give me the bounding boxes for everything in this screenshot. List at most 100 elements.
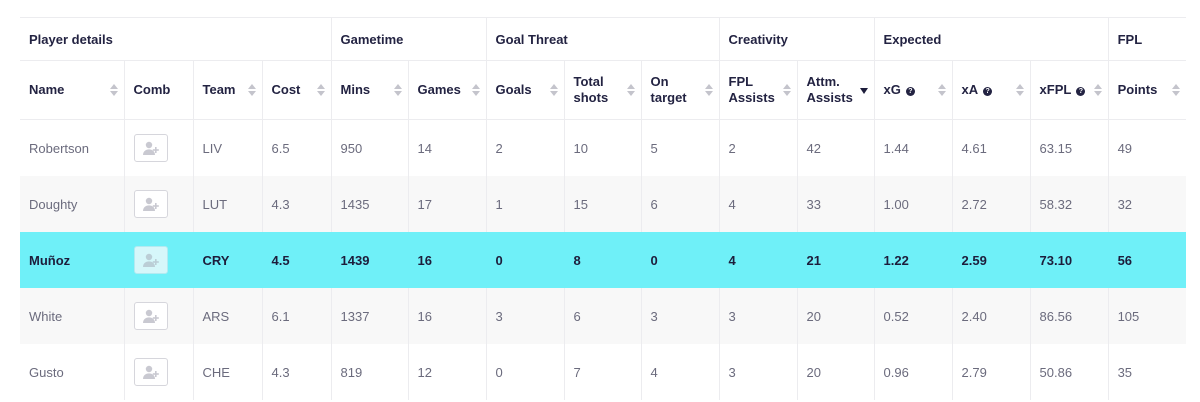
group-header-goal-threat: Goal Threat <box>486 17 720 61</box>
cell-name: Gusto <box>20 344 125 400</box>
cell-total-shots: 7 <box>564 344 642 400</box>
sort-icon[interactable] <box>782 83 791 97</box>
cell-name: Doughty <box>20 176 125 232</box>
cell-mins: 1439 <box>331 232 409 288</box>
sort-icon[interactable] <box>109 83 118 97</box>
add-to-comparison-button[interactable] <box>133 134 168 162</box>
cell-goals: 0 <box>486 344 565 400</box>
cell-on-target: 5 <box>641 119 720 176</box>
column-header-team[interactable]: Team <box>193 60 263 120</box>
cell-on-target: 3 <box>641 288 720 344</box>
group-header-creativity: Creativity <box>719 17 875 61</box>
cell-team: CRY <box>193 232 263 288</box>
cell-fpl-assists: 4 <box>719 176 798 232</box>
cell-on-target: 4 <box>641 344 720 400</box>
cell-attm-assists: 33 <box>797 176 875 232</box>
column-header-on-target[interactable]: On target <box>641 60 720 120</box>
cell-xa: 2.40 <box>952 288 1031 344</box>
sort-icon[interactable] <box>1172 83 1181 97</box>
column-header-points[interactable]: Points <box>1108 60 1187 120</box>
player-stats-table-wrap: Player details Gametime Goal Threat Creativ… <box>20 17 1187 400</box>
column-header-label: Mins <box>340 82 371 97</box>
column-header-xg[interactable]: xG? <box>874 60 953 120</box>
cell-goals: 3 <box>486 288 565 344</box>
column-header-label: xA <box>961 82 979 97</box>
cell-xfpl: 58.32 <box>1030 176 1109 232</box>
add-to-comparison-button[interactable] <box>133 358 168 386</box>
column-header-games[interactable]: Games <box>408 60 487 120</box>
column-header-xfpl[interactable]: xFPL? <box>1030 60 1109 120</box>
add-to-comparison-button[interactable] <box>133 302 168 330</box>
table-row[interactable]: Gusto CHE 4.3 819 12 0 7 4 3 20 0.96 2.79 50.86 35 <box>20 344 1186 400</box>
group-header-player-details: Player details <box>20 17 332 61</box>
cell-team: ARS <box>193 288 263 344</box>
cell-xg: 1.44 <box>874 119 953 176</box>
column-header-label: Cost <box>271 82 301 97</box>
column-header-name[interactable]: Name <box>20 60 125 120</box>
cell-comb <box>124 288 194 344</box>
sort-icon[interactable] <box>1015 83 1024 97</box>
column-header-xa[interactable]: xA? <box>952 60 1031 120</box>
add-user-icon <box>142 308 160 324</box>
cell-mins: 1435 <box>331 176 409 232</box>
cell-total-shots: 8 <box>564 232 642 288</box>
cell-points: 105 <box>1108 288 1187 344</box>
sort-desc-icon[interactable] <box>859 83 868 97</box>
column-header-attm-assists[interactable]: Attm. Assists <box>797 60 875 120</box>
cell-cost: 4.3 <box>262 176 332 232</box>
cell-xg: 0.52 <box>874 288 953 344</box>
help-icon[interactable]: ? <box>983 87 993 96</box>
cell-name: White <box>20 288 125 344</box>
add-user-icon <box>142 196 160 212</box>
column-header-mins[interactable]: Mins <box>331 60 409 120</box>
sort-icon[interactable] <box>1093 83 1102 97</box>
cell-fpl-assists: 3 <box>719 288 798 344</box>
table-row[interactable]: Robertson LIV 6.5 950 14 2 10 5 2 42 1.44 4.61 63.15… <box>20 119 1186 176</box>
sort-icon[interactable] <box>626 83 635 97</box>
group-header-gametime: Gametime <box>331 17 487 61</box>
cell-points: 56 <box>1108 232 1187 288</box>
sort-icon[interactable] <box>937 83 946 97</box>
add-user-icon <box>142 252 160 268</box>
column-header-row: Name Comb Team Cost Mins Games Goals Total shot… <box>20 60 1187 120</box>
cell-name: Robertson <box>20 119 125 176</box>
cell-cost: 6.1 <box>262 288 332 344</box>
table-row[interactable]: Doughty LUT 4.3 1435 17 1 15 6 4 33 1.00 2.72 58.32 3… <box>20 176 1187 232</box>
cell-xa: 4.61 <box>952 119 1031 176</box>
cell-team: LIV <box>193 119 263 176</box>
cell-total-shots: 6 <box>564 288 642 344</box>
column-header-total-shots[interactable]: Total shots <box>564 60 642 120</box>
cell-team: LUT <box>193 176 263 232</box>
add-to-comparison-button[interactable] <box>133 246 168 274</box>
column-group-header-row: Player details Gametime Goal Threat Creativ… <box>20 17 1187 61</box>
table-row[interactable]: White ARS 6.1 1337 16 3 6 3 3 20 0.52 2.40 86.56 105 <box>20 288 1187 344</box>
add-to-comparison-button[interactable] <box>133 190 168 218</box>
cell-xfpl: 86.56 <box>1030 288 1109 344</box>
cell-team: CHE <box>193 344 263 400</box>
sort-icon[interactable] <box>393 83 402 97</box>
column-header-label: Total shots <box>573 74 609 105</box>
help-icon[interactable]: ? <box>1076 87 1086 96</box>
sort-icon[interactable] <box>549 83 558 97</box>
sort-icon[interactable] <box>704 83 713 97</box>
column-header-label: Team <box>202 82 236 97</box>
sort-icon[interactable] <box>316 83 325 97</box>
sort-icon[interactable] <box>471 83 480 97</box>
column-header-comb: Comb <box>124 60 194 120</box>
cell-games: 12 <box>408 344 487 400</box>
add-user-icon <box>142 140 160 156</box>
column-header-goals[interactable]: Goals <box>486 60 565 120</box>
column-header-label: Name <box>29 82 65 97</box>
column-header-fpl-assists[interactable]: FPL Assists <box>719 60 798 120</box>
column-header-cost[interactable]: Cost <box>262 60 332 120</box>
cell-xa: 2.72 <box>952 176 1031 232</box>
table-row[interactable]: Muñoz CRY 4.5 1439 16 0 8 0 4 21 1.22 2.59 73.10 56 <box>20 232 1187 288</box>
table-body: Robertson LIV 6.5 950 14 2 10 5 2 42 1.44 4.61 63.15… <box>20 119 1187 400</box>
cell-games: 16 <box>408 232 487 288</box>
cell-mins: 819 <box>331 344 409 400</box>
cell-comb <box>124 119 194 176</box>
sort-icon[interactable] <box>247 83 256 97</box>
cell-on-target: 0 <box>641 232 720 288</box>
help-icon[interactable]: ? <box>905 87 915 96</box>
cell-cost: 4.5 <box>262 232 332 288</box>
